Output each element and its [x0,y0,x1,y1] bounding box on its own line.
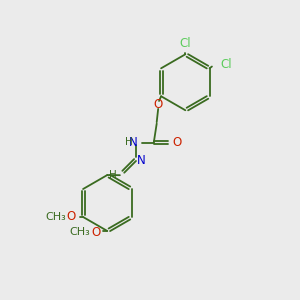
Text: O: O [154,98,163,111]
Text: Cl: Cl [179,37,191,50]
Text: H: H [124,137,132,147]
Text: N: N [129,136,138,149]
Text: CH₃: CH₃ [46,212,66,222]
Text: O: O [172,136,181,149]
Text: CH₃: CH₃ [70,227,91,237]
Text: Cl: Cl [220,58,232,71]
Text: O: O [91,226,100,239]
Text: N: N [137,154,146,167]
Text: O: O [67,211,76,224]
Text: H: H [109,170,116,180]
